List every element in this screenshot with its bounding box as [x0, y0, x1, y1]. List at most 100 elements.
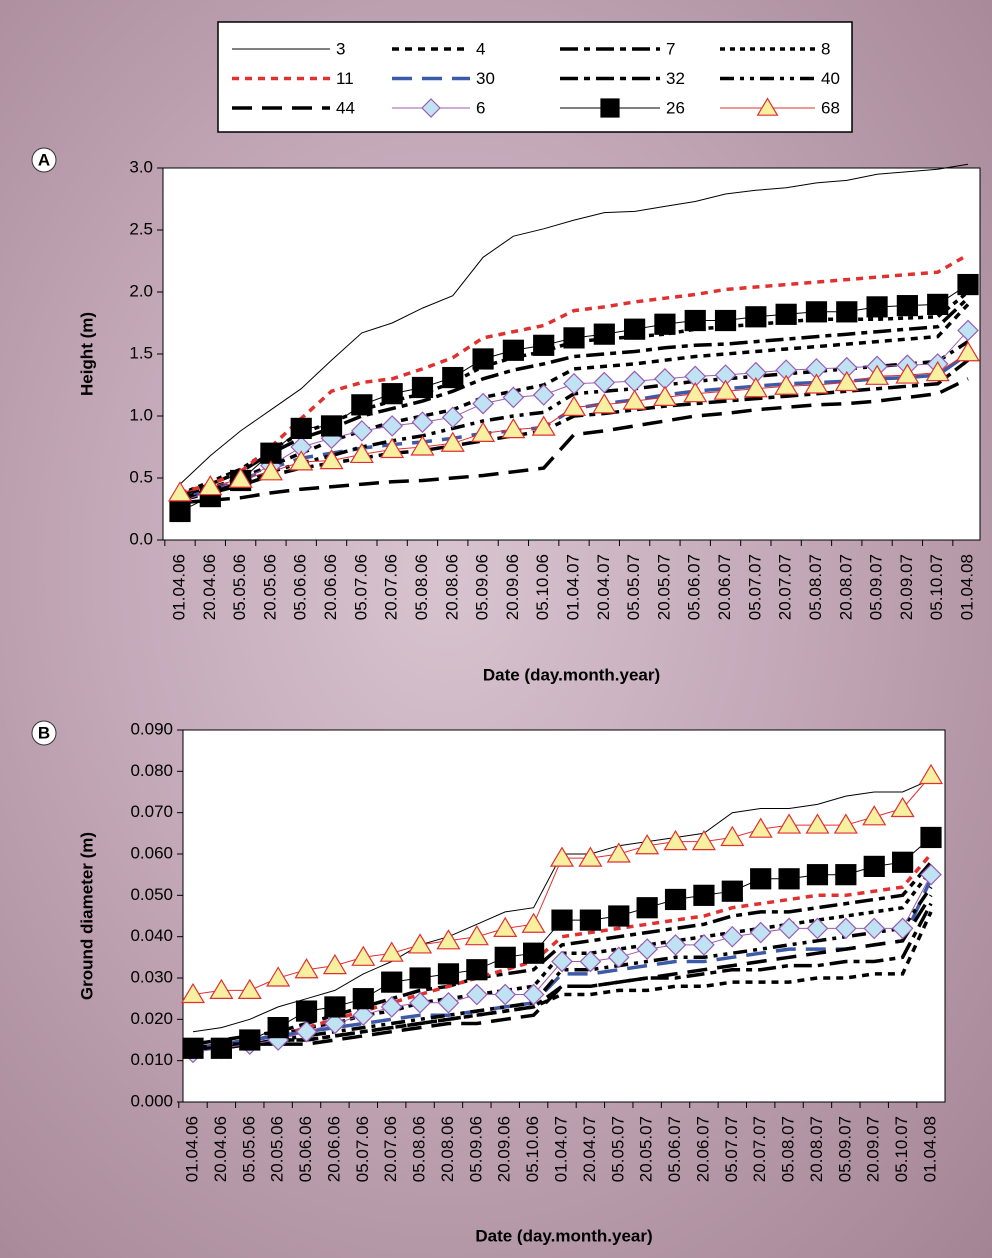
- marker-triangle: [720, 825, 745, 847]
- marker-diamond: [502, 386, 525, 409]
- legend-label: 30: [476, 69, 495, 88]
- marker-triangle: [464, 924, 489, 946]
- y-tick-label: 2.5: [129, 219, 153, 238]
- series-line: [179, 253, 969, 495]
- series-line: [192, 886, 933, 1051]
- x-tick-label: 01.04.08: [957, 554, 976, 620]
- marker-triangle: [756, 97, 779, 116]
- legend-label: 4: [476, 39, 485, 58]
- x-tick-label: 20.07.06: [382, 554, 401, 620]
- y-tick-label: 0.060: [130, 843, 173, 862]
- legend-label: 26: [666, 98, 685, 117]
- marker-diamond: [664, 934, 687, 956]
- marker-square: [169, 500, 191, 523]
- marker-square: [927, 293, 949, 315]
- marker-square: [381, 971, 403, 993]
- marker-triangle: [228, 467, 253, 488]
- x-tick-label: 20.06.06: [321, 554, 340, 620]
- marker-triangle: [237, 978, 262, 1000]
- x-tick-label: 20.07.07: [776, 554, 795, 620]
- marker-diamond: [891, 917, 914, 940]
- marker-square: [290, 417, 312, 439]
- marker-triangle: [408, 933, 433, 954]
- x-tick-label: 20.05.07: [654, 554, 673, 620]
- marker-triangle: [578, 846, 603, 867]
- marker-square: [664, 888, 687, 911]
- marker-triangle: [319, 448, 344, 470]
- marker-square: [920, 826, 942, 849]
- marker-square: [693, 884, 715, 906]
- x-tick-label: 05.08.06: [412, 554, 431, 620]
- marker-triangle: [294, 958, 319, 979]
- marker-triangle: [955, 341, 981, 362]
- marker-triangle: [266, 966, 291, 987]
- marker-square: [442, 366, 464, 389]
- x-tick-label: 20.08.07: [807, 1116, 826, 1182]
- marker-square: [533, 334, 555, 356]
- marker-triangle: [918, 763, 944, 785]
- series-line: [179, 377, 969, 505]
- marker-triangle: [743, 377, 768, 398]
- x-tick-label: 05.07.07: [722, 1116, 741, 1182]
- y-axis-title: Height (m): [77, 312, 96, 396]
- x-tick-label: 05.06.06: [296, 1116, 315, 1182]
- series-line: [179, 303, 970, 499]
- x-tick-label: 20.05.06: [268, 1116, 287, 1182]
- marker-square: [466, 959, 488, 981]
- marker-square: [836, 301, 858, 323]
- marker-triangle: [774, 374, 799, 395]
- marker-triangle: [410, 435, 435, 456]
- marker-square: [684, 309, 706, 332]
- x-tick-label: 20.05.06: [260, 554, 279, 620]
- marker-square: [624, 318, 646, 340]
- marker-diamond: [409, 991, 431, 1014]
- marker-diamond: [593, 371, 616, 394]
- marker-square: [563, 327, 585, 349]
- marker-diamond: [532, 384, 555, 406]
- x-tick-label: 05.10.07: [927, 554, 946, 620]
- series-line: [179, 358, 970, 503]
- marker-square: [750, 868, 772, 890]
- panel-badge: [31, 147, 57, 173]
- y-tick-label: 0.050: [130, 885, 173, 904]
- x-axis-title: Date (day.month.year): [475, 1226, 652, 1245]
- marker-diamond: [749, 921, 772, 944]
- marker-square: [210, 1037, 232, 1059]
- marker-triangle: [531, 415, 556, 436]
- marker-square: [502, 339, 524, 361]
- y-tick-label: 0.020: [130, 1009, 173, 1028]
- y-tick-label: 0.5: [129, 467, 153, 486]
- marker-square: [654, 313, 676, 335]
- x-tick-label: 05.07.06: [353, 1116, 372, 1182]
- marker-square: [835, 864, 857, 886]
- marker-diamond: [381, 415, 404, 437]
- x-tick-label: 05.09.06: [473, 554, 492, 620]
- x-tick-label: 20.07.06: [381, 1116, 400, 1182]
- panel-badge: [31, 720, 57, 746]
- marker-square: [409, 967, 431, 989]
- marker-diamond: [421, 98, 441, 118]
- marker-triangle: [549, 846, 575, 867]
- x-tick-label: 01.04.06: [169, 554, 188, 620]
- y-tick-label: 2.0: [129, 281, 153, 300]
- marker-diamond: [350, 420, 373, 442]
- marker-square: [863, 855, 885, 878]
- legend-label: 3: [336, 39, 345, 58]
- marker-triangle: [606, 842, 631, 863]
- marker-square: [324, 996, 346, 1018]
- x-tick-label: 20.09.07: [897, 554, 916, 620]
- marker-triangle: [493, 916, 518, 938]
- y-tick-label: 0.000: [130, 1091, 173, 1110]
- marker-square: [805, 301, 828, 323]
- x-tick-label: 20.04.06: [200, 554, 219, 620]
- legend-label: 68: [821, 98, 840, 117]
- series-line: [193, 902, 933, 1051]
- x-tick-label: 20.04.06: [211, 1116, 230, 1182]
- marker-triangle: [862, 805, 887, 826]
- marker-square: [593, 323, 615, 345]
- marker-triangle: [834, 370, 859, 392]
- marker-diamond: [522, 983, 545, 1006]
- marker-triangle: [663, 829, 688, 851]
- marker-square: [775, 303, 797, 325]
